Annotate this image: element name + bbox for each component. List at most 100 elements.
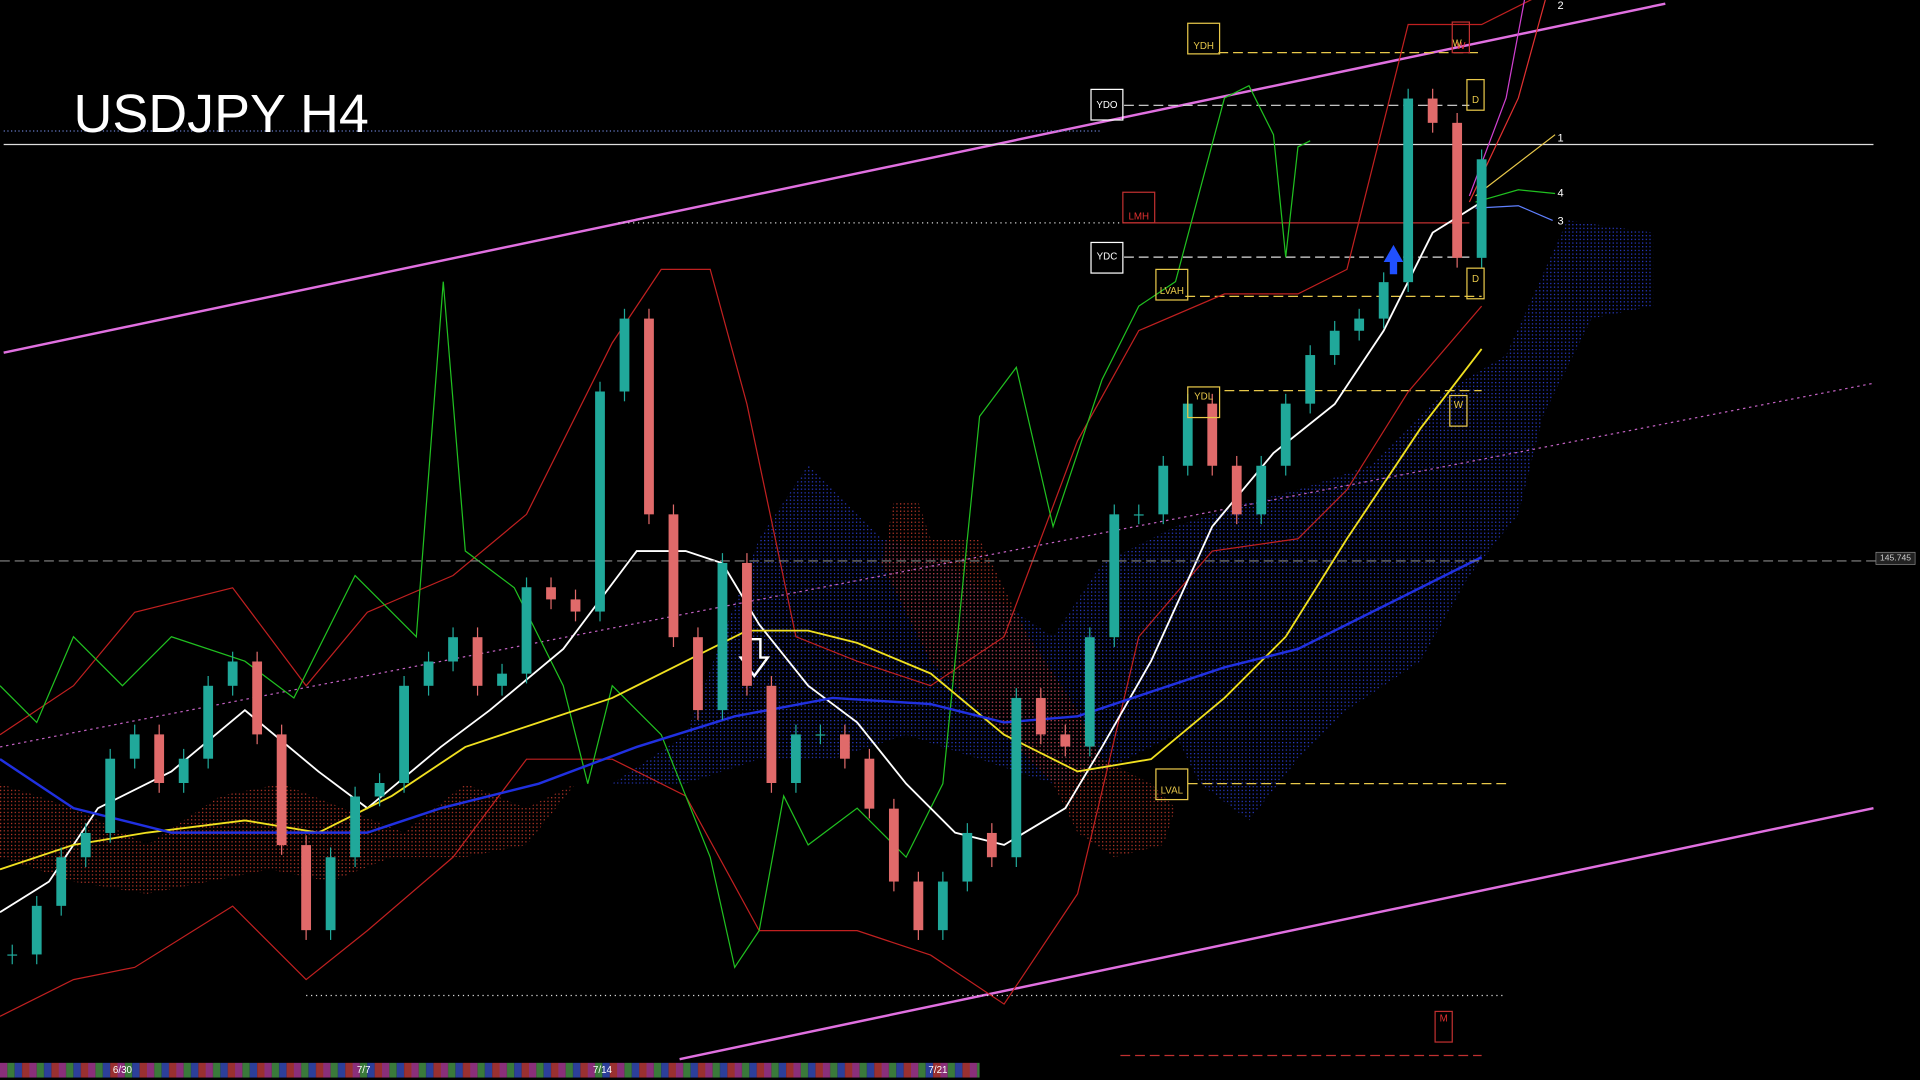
candle-body [937,881,948,931]
arrow-up [1383,244,1404,275]
level-label: YDO [1096,100,1118,111]
candle-body [497,673,507,686]
channel-line [679,806,1874,1061]
date-label: 7/14 [593,1065,613,1076]
candle-body [325,857,336,931]
candle-body [154,734,165,783]
candle-body [1329,330,1340,356]
candle-body [227,661,238,686]
level-label: LMH [1128,211,1149,222]
candle-body [595,391,605,612]
level-label: YDH [1193,41,1214,52]
candle-body [815,734,826,736]
candle-body [399,685,409,783]
candle-body [1158,465,1169,515]
label-box [1187,22,1221,55]
label-box [1090,88,1124,121]
candle-body [791,734,801,783]
label-box [1155,768,1189,801]
labels: USDJPY H4 YDH YDO LMH YDC LVAH YDL LVAL … [73,0,1911,1076]
candle-body [1133,514,1144,516]
candle-body [888,808,899,882]
date-label: 7/21 [928,1065,947,1076]
label-box [1466,267,1485,300]
candle-body [962,832,973,882]
candle-body [423,661,434,686]
level-label: YDC [1097,252,1118,263]
candle-body [546,587,556,600]
candle-body [1109,514,1120,638]
cloud-blue [612,220,1654,821]
candle-body [1011,697,1022,858]
level-label: W [1456,41,1466,52]
date-label: 6/30 [113,1065,133,1076]
candle-body [7,954,18,956]
candle-body [693,637,703,711]
oscillator [0,84,1311,969]
candle-body [203,685,214,759]
candle-body [1403,98,1414,283]
candle-body [644,318,654,515]
cloud-red [881,502,1176,858]
bollinger [0,0,1532,736]
candle-body [717,562,728,711]
level-label: D [1472,95,1479,106]
candle-body [864,758,875,809]
price-box [1875,551,1916,565]
level-label: LVAL [1161,786,1184,797]
candle-body [986,832,997,858]
candle-body [105,758,116,833]
candle-body [1354,318,1365,331]
level-label: M [1440,1013,1448,1024]
projection [1475,205,1553,221]
label-box [1434,1010,1453,1043]
date-label: 7/7 [357,1065,371,1076]
label-box [1090,241,1124,274]
level-label: W [1453,39,1463,50]
level-label: D [1472,274,1479,285]
candle-body [252,661,263,735]
candle-body [1084,637,1095,747]
candle-body [521,587,532,674]
line-number: 1 [1558,132,1564,144]
candle-body [1035,697,1046,735]
label-box [1466,78,1485,111]
candle-body [619,318,630,392]
candle-body [1060,734,1071,747]
level-label: YDL [1194,391,1214,402]
candle-body [301,845,312,931]
label-box [1451,21,1470,54]
candle-body [1476,159,1487,258]
candle-body [742,562,752,686]
candle-body [472,637,483,686]
candle-body [1427,98,1438,123]
candle-body [350,796,360,858]
candle-body [1182,403,1193,466]
price-label: 145.745 [1880,553,1911,563]
label-box [1155,268,1189,301]
projection [1475,134,1556,197]
label-box [1449,394,1468,427]
candle-body [766,685,777,783]
label-box [1122,191,1156,224]
candle-body [1207,403,1218,466]
candle-body [56,857,67,906]
candle-body [1280,403,1291,466]
candle-body [1256,465,1267,515]
candle-body [570,599,581,612]
candle-body [31,905,42,955]
channel-line [3,2,1666,354]
candle-body [668,514,679,638]
candle-body [1231,465,1242,515]
candle-body [840,734,850,759]
candle-body [374,783,385,797]
candle-body [178,758,189,783]
candle-body [1378,282,1389,319]
candle-body [80,832,91,858]
line-number: 2 [1558,0,1564,12]
candle-body [276,734,287,846]
candle-body [1452,122,1463,258]
label-box [1187,386,1221,419]
